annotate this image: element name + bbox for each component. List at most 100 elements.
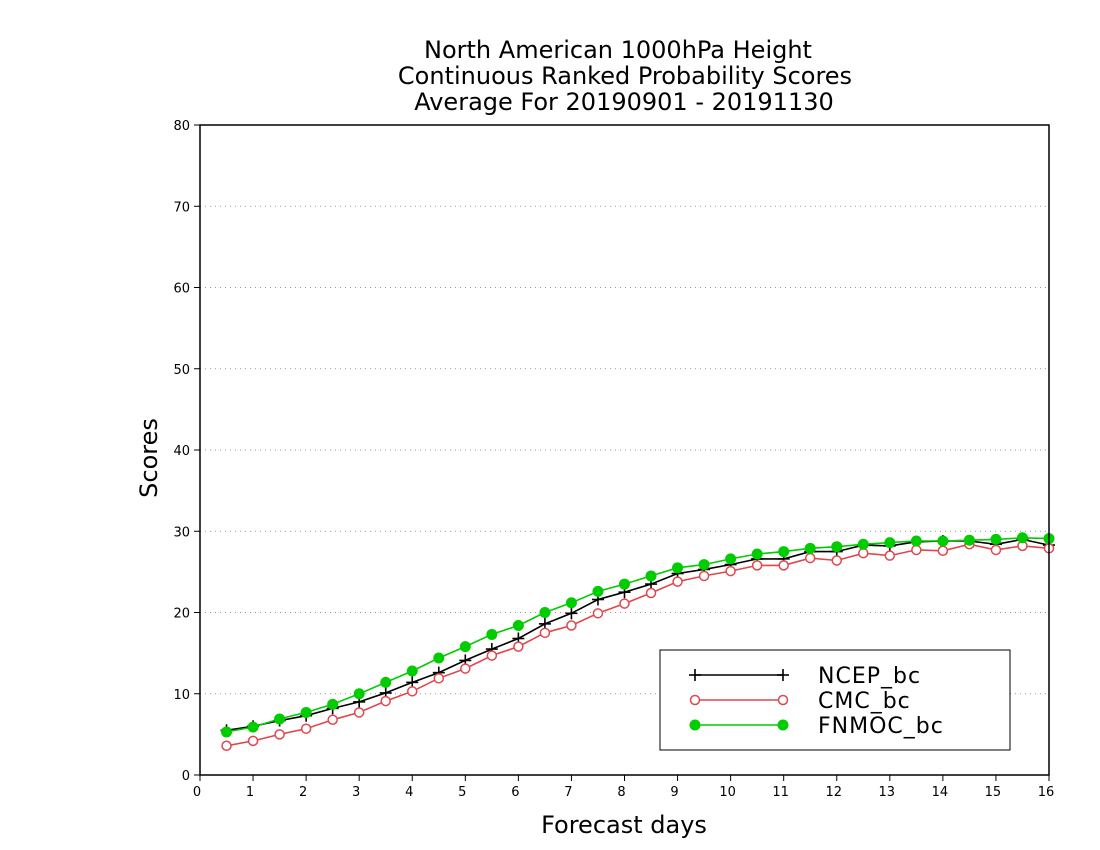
cmc-bc-point [725, 565, 736, 577]
fnmoc-bc-point [672, 562, 684, 574]
fnmoc-bc-point [619, 578, 630, 590]
x-tick-label: 13 [879, 785, 896, 800]
cmc-bc-point [804, 552, 816, 564]
y-tick-label: 20 [173, 607, 190, 622]
cmc-bc-point [274, 729, 285, 740]
x-tick-label: 4 [405, 785, 413, 800]
x-tick-label: 15 [985, 785, 1002, 800]
fnmoc-bc-point [725, 553, 737, 565]
x-tick-label: 0 [193, 785, 201, 800]
cmc-bc-point [221, 740, 232, 751]
x-tick-label: 6 [511, 785, 519, 800]
legend-fnmoc-bc-point [689, 719, 701, 731]
x-tick-label: 16 [1038, 785, 1055, 800]
cmc-bc-point [380, 695, 391, 707]
cmc-bc-point [460, 663, 471, 674]
x-tick-label: 14 [932, 785, 949, 800]
legend-item-cmc-bc: CMC_bc [689, 689, 911, 714]
fnmoc-bc-point [512, 620, 524, 631]
x-axis-label: Forecast days [541, 811, 707, 839]
fnmoc-bc-point [539, 607, 551, 618]
y-axis-label: Scores [135, 418, 163, 498]
ncep-bc-point [565, 607, 578, 620]
fnmoc-bc-point [592, 585, 604, 597]
fnmoc-bc-point [247, 721, 259, 733]
series-cmc-bc [221, 539, 1055, 751]
legend-cmc-bc-point [689, 694, 701, 706]
fnmoc-bc-point [857, 538, 869, 550]
legend-cmc-bc-point [777, 694, 789, 706]
plot-frame [199, 124, 1050, 776]
fnmoc-bc-point [937, 535, 949, 547]
x-tick-label: 3 [352, 785, 360, 800]
legend-label: CMC_bc [818, 689, 911, 714]
x-tick-label: 1 [246, 785, 254, 800]
cmc-bc-point [247, 735, 259, 747]
y-tick-label: 70 [173, 200, 190, 215]
fnmoc-bc-point [353, 688, 365, 700]
cmc-bc-point [486, 650, 498, 661]
cmc-bc-point [858, 547, 869, 559]
cmc-bc-point [592, 608, 604, 619]
x-tick-label: 8 [617, 785, 625, 800]
series-layer [220, 532, 1055, 751]
cmc-bc-point [566, 620, 577, 631]
cmc-bc-point [619, 598, 630, 609]
cmc-bc-point [353, 707, 365, 718]
legend-ncep-bc-point [777, 669, 789, 681]
cmc-bc-point [751, 560, 763, 571]
fnmoc-bc-point [963, 534, 975, 546]
cmc-bc-point [300, 723, 312, 734]
cmc-bc-point [539, 627, 551, 639]
y-tick-label: 60 [173, 282, 190, 297]
y-tick-label: 10 [173, 688, 190, 703]
fnmoc-bc-point [327, 698, 339, 710]
cmc-bc-point [407, 686, 418, 697]
cmc-bc-point [911, 544, 922, 556]
x-tick-label: 2 [299, 785, 307, 800]
chart-title-line-2: Continuous Ranked Probability Scores [398, 62, 852, 90]
cmc-bc-point [433, 673, 445, 684]
fnmoc-bc-point [459, 641, 471, 653]
fnmoc-bc-point [433, 652, 445, 664]
chart-title: North American 1000hPa Height Continuous… [398, 36, 852, 116]
fnmoc-bc-point [406, 665, 418, 677]
cmc-bc-point [778, 560, 789, 571]
fnmoc-bc-point [804, 542, 816, 554]
fnmoc-bc-point [221, 726, 233, 738]
fnmoc-bc-point [778, 546, 790, 558]
fnmoc-bc-point [274, 713, 286, 725]
x-tick-label: 5 [458, 785, 466, 800]
legend-label: FNMOC_bc [818, 714, 944, 739]
gridlines [200, 205, 1049, 695]
chart-title-line-3: Average For 20190901 - 20191130 [414, 88, 834, 116]
legend-item-fnmoc-bc: FNMOC_bc [689, 714, 944, 739]
fnmoc-bc-point [990, 533, 1002, 545]
x-tick-label: 11 [772, 785, 789, 800]
x-tick-label: 12 [825, 785, 842, 800]
y-tick-label: 0 [182, 769, 190, 784]
fnmoc-bc-point [751, 548, 763, 560]
cmc-bc-point [831, 555, 842, 566]
cmc-bc-point [937, 545, 949, 556]
cmc-bc-point [672, 576, 683, 587]
chart-title-line-1: North American 1000hPa Height [424, 36, 812, 64]
y-tick-label: 80 [173, 119, 190, 134]
cmc-bc-point [698, 570, 710, 582]
legend-item-ncep-bc: NCEP_bc [689, 664, 920, 689]
cmc-bc-point [327, 714, 338, 725]
fnmoc-bc-point [380, 676, 392, 688]
fnmoc-bc-point [565, 597, 577, 609]
y-tick-label: 50 [173, 363, 190, 378]
fnmoc-bc-point [831, 541, 843, 553]
x-tick-label: 7 [564, 785, 572, 800]
fnmoc-bc-point [300, 706, 312, 718]
fnmoc-bc-point [884, 537, 896, 549]
series-fnmoc-bc [221, 532, 1055, 738]
fnmoc-bc-point [698, 559, 710, 571]
fnmoc-bc-point [910, 535, 922, 547]
fnmoc-bc-point [645, 570, 657, 582]
